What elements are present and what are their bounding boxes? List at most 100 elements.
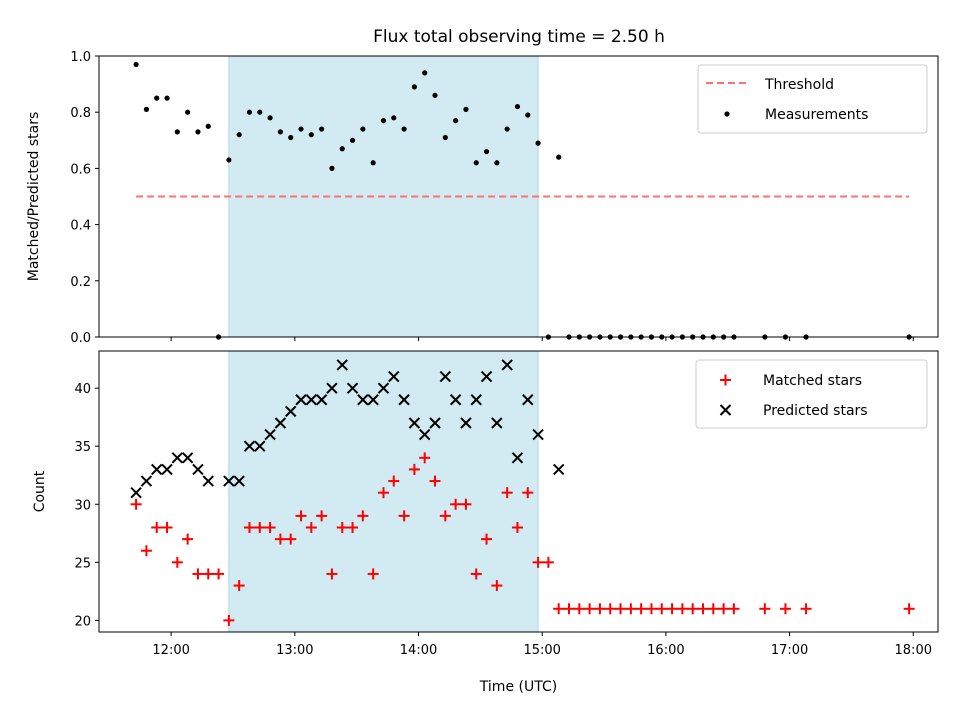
measurement-point: [174, 129, 180, 135]
y-tick-label: 1.0: [70, 50, 91, 65]
predicted-marker-stroke: [480, 370, 493, 383]
matched-star-point: [388, 475, 400, 487]
y-tick-label: 40: [74, 382, 91, 397]
matched-star-point: [553, 603, 565, 615]
measurement-point: [205, 123, 211, 129]
matched-star-point: [326, 568, 338, 580]
predicted-marker-stroke: [171, 452, 184, 464]
matched-star-point: [532, 556, 544, 568]
matched-star-point: [707, 603, 719, 615]
measurement-point: [360, 126, 366, 132]
predicted-star-point: [491, 417, 503, 429]
matched-star-point: [687, 603, 699, 615]
matched-star-point: [501, 487, 513, 499]
matched-star-point: [584, 603, 596, 615]
matched-star-point: [398, 510, 410, 522]
x-tick-label: 12:00: [152, 643, 189, 658]
predicted-marker-stroke: [491, 417, 503, 429]
predicted-star-point: [223, 475, 235, 487]
x-tick-label: 14:00: [400, 643, 437, 658]
predicted-marker-stroke: [429, 417, 441, 429]
y-tick-label: 0.8: [70, 106, 91, 121]
predicted-star-point: [326, 382, 338, 394]
predicted-marker-stroke: [408, 417, 421, 429]
matched-star-point: [295, 510, 307, 522]
predicted-marker-stroke: [418, 428, 431, 441]
matched-star-point: [676, 603, 688, 615]
predicted-star-point: [202, 475, 214, 487]
predicted-marker-stroke: [719, 404, 732, 416]
top-y-ticks: 0.0 0.2 0.4 0.6 0.8 1.0: [70, 50, 99, 346]
predicted-star-point: [501, 359, 513, 371]
measurement-point: [226, 157, 232, 163]
measurement-point: [401, 126, 407, 132]
matched-star-point: [151, 521, 163, 533]
x-axis-label: Time (UTC): [479, 679, 557, 695]
measurement-point: [473, 160, 479, 166]
matched-star-point: [625, 603, 637, 615]
measurement-point: [370, 160, 376, 166]
predicted-star-point: [171, 452, 184, 464]
top-legend: Threshold Measurements: [697, 64, 928, 134]
legend-measurements-label: Measurements: [765, 107, 868, 123]
matched-star-point: [130, 498, 142, 510]
top-axes-frame: [98, 55, 939, 338]
predicted-star-point: [140, 475, 153, 487]
legend-matched-swatch: [720, 374, 731, 386]
matched-star-point: [522, 487, 534, 499]
measurement-point: [319, 126, 325, 132]
predicted-star-point: [357, 394, 369, 406]
matched-star-point: [367, 568, 379, 580]
predicted-star-point: [470, 394, 482, 406]
predicted-marker-stroke: [346, 382, 359, 394]
measurement-point: [267, 115, 273, 121]
legend-predicted-swatch: [719, 404, 732, 416]
predicted-marker-stroke: [439, 370, 452, 383]
measurement-point: [298, 126, 304, 132]
y-tick-label: 20: [74, 614, 91, 629]
predicted-star-point: [243, 440, 256, 452]
predicted-marker-stroke: [326, 382, 338, 394]
predicted-marker-stroke: [470, 394, 482, 406]
bottom-legend-box: [695, 359, 928, 429]
matched-star-point: [254, 521, 266, 533]
measurement-point: [329, 165, 335, 171]
legend-predicted-label: Predicted stars: [763, 403, 868, 419]
matched-star-point: [470, 568, 482, 580]
predicted-star-point: [315, 394, 328, 406]
predicted-marker-stroke: [398, 394, 410, 406]
matched-star-point: [542, 556, 554, 568]
matched-star-point: [645, 603, 657, 615]
matched-star-point: [728, 603, 740, 615]
matched-star-point: [357, 510, 369, 522]
predicted-marker-stroke: [264, 428, 276, 441]
measurement-point: [556, 154, 562, 160]
y-tick-label: 0.2: [70, 275, 91, 290]
predicted-marker-stroke: [388, 370, 400, 383]
matched-star-point: [305, 521, 317, 533]
measurement-point: [257, 109, 263, 115]
predicted-star-point: [511, 452, 524, 464]
predicted-marker-stroke: [181, 452, 194, 464]
matched-star-point: [604, 603, 616, 615]
predicted-star-point: [418, 428, 431, 441]
predicted-marker-stroke: [285, 405, 297, 418]
bottom-y-axis-label: Count: [32, 470, 48, 512]
matched-star-point: [182, 533, 194, 545]
predicted-stars-points: [130, 359, 565, 499]
matched-star-point: [563, 603, 575, 615]
predicted-marker-stroke: [511, 452, 524, 464]
bottom-legend: Matched stars Predicted stars: [695, 359, 928, 429]
measurement-point: [380, 118, 387, 124]
bottom-panel: 20 25 30 35 40 12:00 13:00 14:00 15:00 16:00 17:0…: [32, 350, 939, 695]
measurement-point: [349, 137, 356, 143]
y-tick-label: 0.4: [70, 219, 91, 234]
matched-star-point: [213, 568, 225, 580]
matched-star-point: [377, 487, 389, 499]
measurement-point: [133, 61, 139, 68]
predicted-star-point: [388, 370, 400, 383]
predicted-star-point: [305, 394, 318, 406]
matched-star-point: [439, 510, 451, 522]
measurement-point: [514, 103, 521, 110]
